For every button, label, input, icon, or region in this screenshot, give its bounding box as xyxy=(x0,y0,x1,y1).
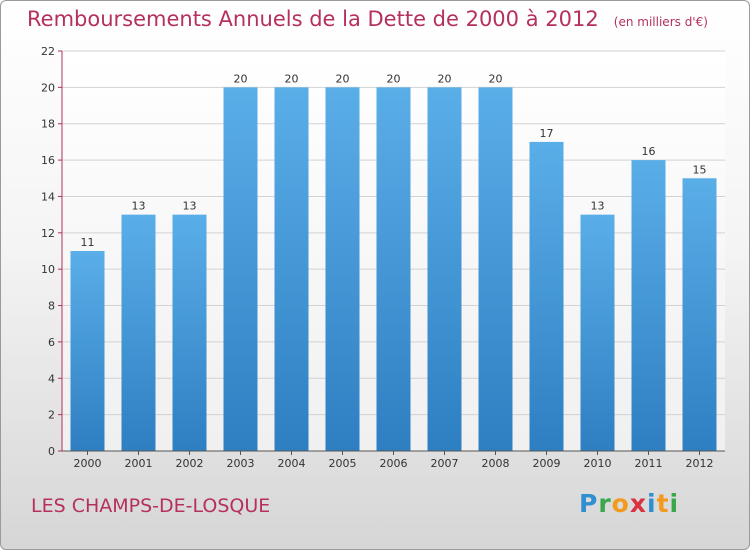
chart-title: Remboursements Annuels de la Dette de 20… xyxy=(27,7,599,31)
bar xyxy=(427,87,462,451)
bar-value-label: 16 xyxy=(642,145,656,158)
x-tick-label: 2006 xyxy=(380,457,408,470)
x-tick-label: 2010 xyxy=(584,457,612,470)
logo-letter: r xyxy=(598,489,612,518)
x-tick-label: 2003 xyxy=(227,457,255,470)
bar xyxy=(70,251,105,451)
x-tick-label: 2012 xyxy=(686,457,714,470)
bar xyxy=(121,214,156,451)
y-tick-label: 22 xyxy=(41,45,55,58)
y-tick-label: 10 xyxy=(41,263,55,276)
logo-letter: i xyxy=(647,489,657,518)
y-tick-label: 4 xyxy=(48,372,55,385)
bar xyxy=(274,87,309,451)
bar-value-label: 13 xyxy=(132,200,146,213)
x-tick-label: 2002 xyxy=(176,457,204,470)
bar xyxy=(223,87,258,451)
bar xyxy=(325,87,360,451)
x-tick-label: 2008 xyxy=(482,457,510,470)
y-tick-label: 14 xyxy=(41,190,55,203)
bar xyxy=(478,87,513,451)
location-name: LES CHAMPS-DE-LOSQUE xyxy=(31,495,271,517)
bar-value-label: 13 xyxy=(591,200,605,213)
y-tick-label: 8 xyxy=(48,300,55,313)
x-tick-label: 2000 xyxy=(74,457,102,470)
bar-value-label: 15 xyxy=(693,163,707,176)
bar-value-label: 13 xyxy=(183,200,197,213)
x-tick-label: 2001 xyxy=(125,457,153,470)
bar-value-label: 11 xyxy=(81,236,95,249)
bar-value-label: 20 xyxy=(438,72,452,85)
bar xyxy=(580,214,615,451)
x-tick-label: 2009 xyxy=(533,457,561,470)
bar-value-label: 20 xyxy=(285,72,299,85)
x-tick-label: 2011 xyxy=(635,457,663,470)
y-tick-label: 0 xyxy=(48,445,55,458)
logo-letter: t xyxy=(656,489,670,518)
bar-value-label: 17 xyxy=(540,127,554,140)
y-tick-label: 16 xyxy=(41,154,55,167)
bar xyxy=(682,178,717,452)
bar-value-label: 20 xyxy=(489,72,503,85)
bar xyxy=(631,160,666,451)
bar-value-label: 20 xyxy=(387,72,401,85)
logo-letter: o xyxy=(611,489,630,518)
y-tick-label: 2 xyxy=(48,409,55,422)
y-tick-label: 12 xyxy=(41,227,55,240)
bar xyxy=(172,214,207,451)
x-tick-label: 2004 xyxy=(278,457,306,470)
bar xyxy=(376,87,411,451)
logo-letter: i xyxy=(669,489,680,518)
bar-value-label: 20 xyxy=(234,72,248,85)
y-tick-label: 18 xyxy=(41,118,55,131)
chart-title-block: Remboursements Annuels de la Dette de 20… xyxy=(27,7,708,31)
x-tick-label: 2007 xyxy=(431,457,459,470)
bar xyxy=(529,141,564,451)
x-tick-label: 2005 xyxy=(329,457,357,470)
y-tick-label: 20 xyxy=(41,81,55,94)
y-tick-label: 6 xyxy=(48,336,55,349)
bar-value-label: 20 xyxy=(336,72,350,85)
logo-letter: x xyxy=(629,489,647,518)
chart-unit: (en milliers d'€) xyxy=(613,15,708,29)
proxiti-logo: Proxiti xyxy=(579,489,679,518)
logo-letter: P xyxy=(579,489,599,518)
